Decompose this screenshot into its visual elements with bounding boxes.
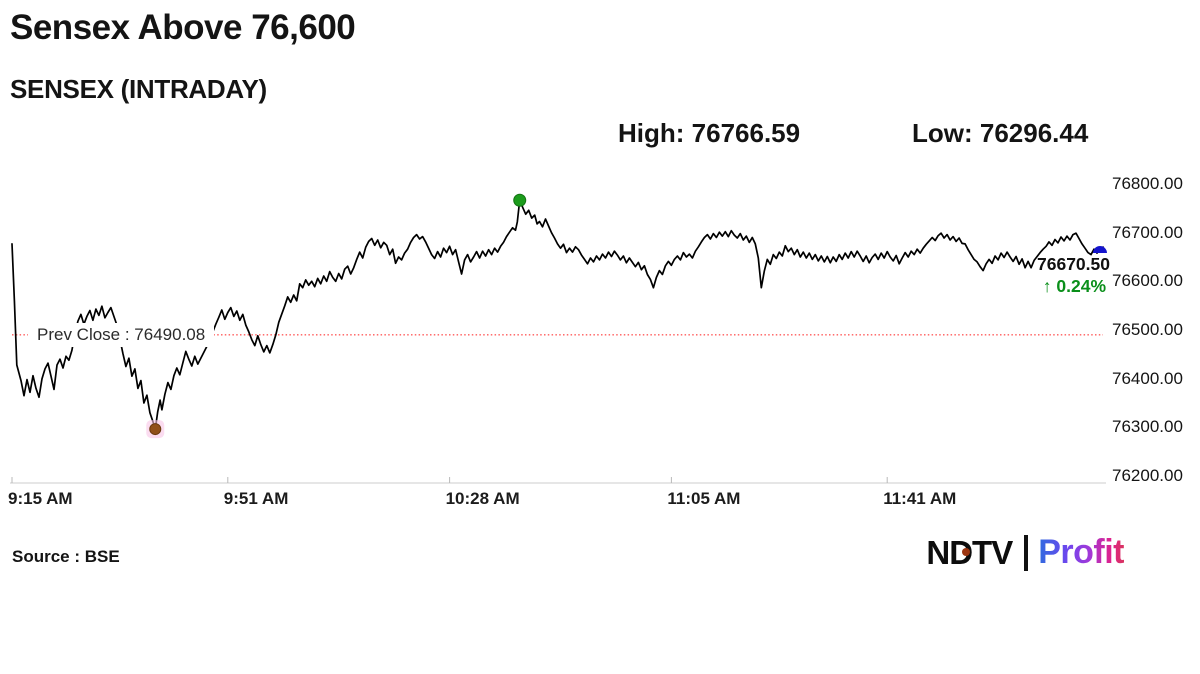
y-axis-label: 76500.00 <box>1112 320 1183 339</box>
logo-separator-bar <box>1024 534 1029 571</box>
last-price-marker <box>1093 246 1107 254</box>
price-line <box>11 199 1104 430</box>
y-axis-label: 76800.00 <box>1112 174 1183 193</box>
change-percent-label: ↑ 0.24% <box>1042 276 1106 297</box>
last-price-label: 76670.50 <box>1037 254 1110 275</box>
low-value-label: Low: 76296.44 <box>912 118 1089 148</box>
y-axis-label: 76200.00 <box>1112 466 1183 485</box>
high-marker <box>513 193 527 207</box>
y-axis-label: 76600.00 <box>1112 271 1183 291</box>
y-axis-label: 76400.00 <box>1112 368 1183 388</box>
profit-logo-text: Profit <box>1038 533 1124 571</box>
x-axis-label: 9:51 AM <box>223 489 289 508</box>
x-axis-label: 10:28 AM <box>445 489 520 508</box>
high-value-label: High: 76766.59 <box>618 118 801 148</box>
ndtv-profit-logo: NDTV Profit <box>926 533 1124 572</box>
prev-close-label: Prev Close : 76490.08 <box>28 322 215 347</box>
ndtv-logo-dot-icon <box>962 548 971 556</box>
source-label: Source : BSE <box>12 547 120 566</box>
x-axis-label: 11:05 AM <box>667 489 741 508</box>
x-axis-label: 11:41 AM <box>883 489 957 508</box>
low-marker <box>149 423 162 436</box>
x-axis-label: 9:15 AM <box>8 489 73 508</box>
page-title: Sensex Above 76,600 <box>10 8 356 47</box>
chart-subtitle: SENSEX (INTRADAY) <box>10 74 267 104</box>
y-axis-label: 76300.00 <box>1112 417 1183 437</box>
y-axis-label: 76700.00 <box>1112 222 1183 242</box>
